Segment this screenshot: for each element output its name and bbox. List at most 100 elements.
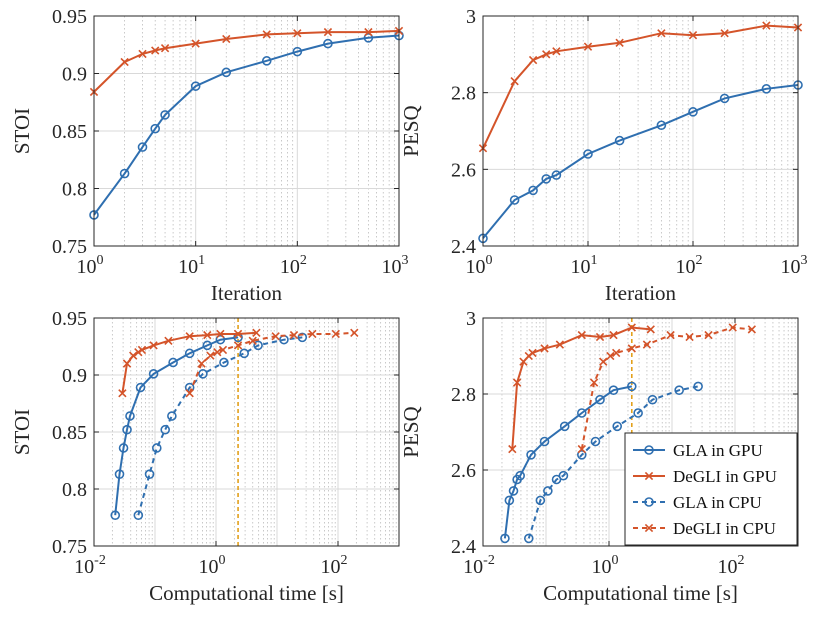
data-point [614, 135, 625, 146]
data-point [577, 444, 586, 454]
data-point [364, 27, 373, 37]
data-point [666, 330, 675, 340]
x-tick-label: 100 [466, 253, 493, 278]
series-line [580, 326, 752, 450]
x-tick-label: 102 [718, 553, 745, 578]
y-tick-label: 0.85 [52, 121, 87, 143]
data-point [197, 359, 206, 368]
x-tick-label: 101 [571, 253, 598, 278]
legend-marker [644, 445, 654, 455]
data-point [552, 47, 561, 56]
legend: GLA in GPU DeGLI in GPU GLA in CPU DeGLI in… [624, 432, 798, 546]
data-point [149, 341, 158, 350]
plot-area [483, 16, 798, 246]
y-tick-label: 2.4 [451, 236, 476, 258]
legend-entry: DeGLI in GPU [673, 467, 777, 486]
data-point [576, 408, 587, 418]
data-point [122, 424, 132, 435]
data-point [612, 421, 623, 432]
data-point [535, 495, 546, 506]
data-point [119, 168, 130, 179]
data-point [627, 344, 636, 353]
series-degli-in-cpu [185, 328, 359, 398]
data-point [219, 357, 229, 368]
data-point [144, 469, 155, 479]
data-point [160, 424, 171, 435]
data-point [688, 31, 698, 40]
data-point [198, 369, 208, 379]
data-point [363, 33, 374, 43]
data-point [599, 357, 608, 366]
data-point [704, 330, 713, 340]
series-line [93, 29, 400, 93]
y-tick-label: 3 [466, 308, 476, 330]
data-point [595, 394, 605, 405]
data-point [642, 340, 652, 349]
legend-entry: DeGLI in CPU [673, 519, 776, 538]
data-point [221, 67, 232, 78]
data-point [685, 332, 694, 342]
data-point [164, 336, 173, 345]
data-point [118, 443, 129, 453]
series-gla-in-gpu [500, 381, 637, 544]
data-point [293, 29, 302, 38]
x-tick-label: 102 [321, 553, 348, 578]
series-gla-in-cpu [133, 332, 308, 521]
data-point [508, 486, 519, 496]
data-point [633, 408, 643, 418]
data-point [137, 142, 148, 152]
data-point [720, 29, 729, 38]
x-tick-label: 102 [280, 253, 307, 278]
data-point [688, 107, 698, 117]
data-point [528, 55, 538, 65]
data-point [160, 110, 170, 120]
data-point [308, 329, 317, 339]
series-gla-in-gpu [110, 332, 243, 521]
panel-top-left: 0.75 0.8 0.85 0.9 0.95 100 101 102 103 Iteration S… [10, 6, 409, 305]
data-point [510, 77, 519, 86]
y-tick-label: 0.95 [52, 6, 87, 28]
data-point [151, 443, 162, 453]
y-tick-label: 3 [466, 6, 476, 28]
data-point [656, 120, 667, 131]
axis-frame [482, 317, 799, 547]
series-degli-in-gpu [478, 21, 803, 153]
data-point [216, 329, 225, 339]
data-point [512, 378, 522, 387]
series-degli-in-gpu [118, 328, 261, 398]
data-point [528, 185, 538, 196]
legend-box [624, 432, 798, 546]
data-point [589, 378, 599, 387]
data-point [590, 436, 601, 447]
data-point [122, 359, 132, 368]
y-tick-label: 2.6 [451, 460, 476, 482]
data-point [184, 348, 195, 359]
data-point [253, 340, 263, 351]
data-point [213, 348, 222, 357]
data-point [148, 369, 159, 379]
data-point [609, 330, 618, 340]
axis-frame [482, 15, 799, 247]
y-tick-label: 2.8 [451, 384, 476, 406]
data-point [583, 149, 593, 159]
data-point [558, 470, 569, 481]
data-point [292, 46, 303, 57]
x-axis-label: Computational time [s] [149, 581, 344, 605]
data-point [114, 469, 125, 479]
data-point [350, 328, 359, 337]
y-tick-label: 2.8 [451, 83, 476, 105]
data-point [559, 421, 570, 432]
panel-top-right: 2.4 2.6 2.8 3 100 101 102 103 Iteration PESQ [399, 6, 808, 305]
data-point [762, 21, 771, 30]
data-point [160, 44, 170, 53]
y-axis-label: PESQ [399, 406, 423, 457]
data-point [233, 329, 243, 339]
legend-marker [644, 471, 654, 481]
data-point [203, 330, 212, 340]
y-tick-label: 2.4 [451, 536, 476, 558]
x-tick-label: 10-2 [463, 553, 495, 578]
legend-marker [644, 523, 654, 533]
data-point [728, 323, 737, 332]
y-axis-label: STOI [10, 409, 34, 455]
series-degli-in-cpu [577, 323, 756, 454]
